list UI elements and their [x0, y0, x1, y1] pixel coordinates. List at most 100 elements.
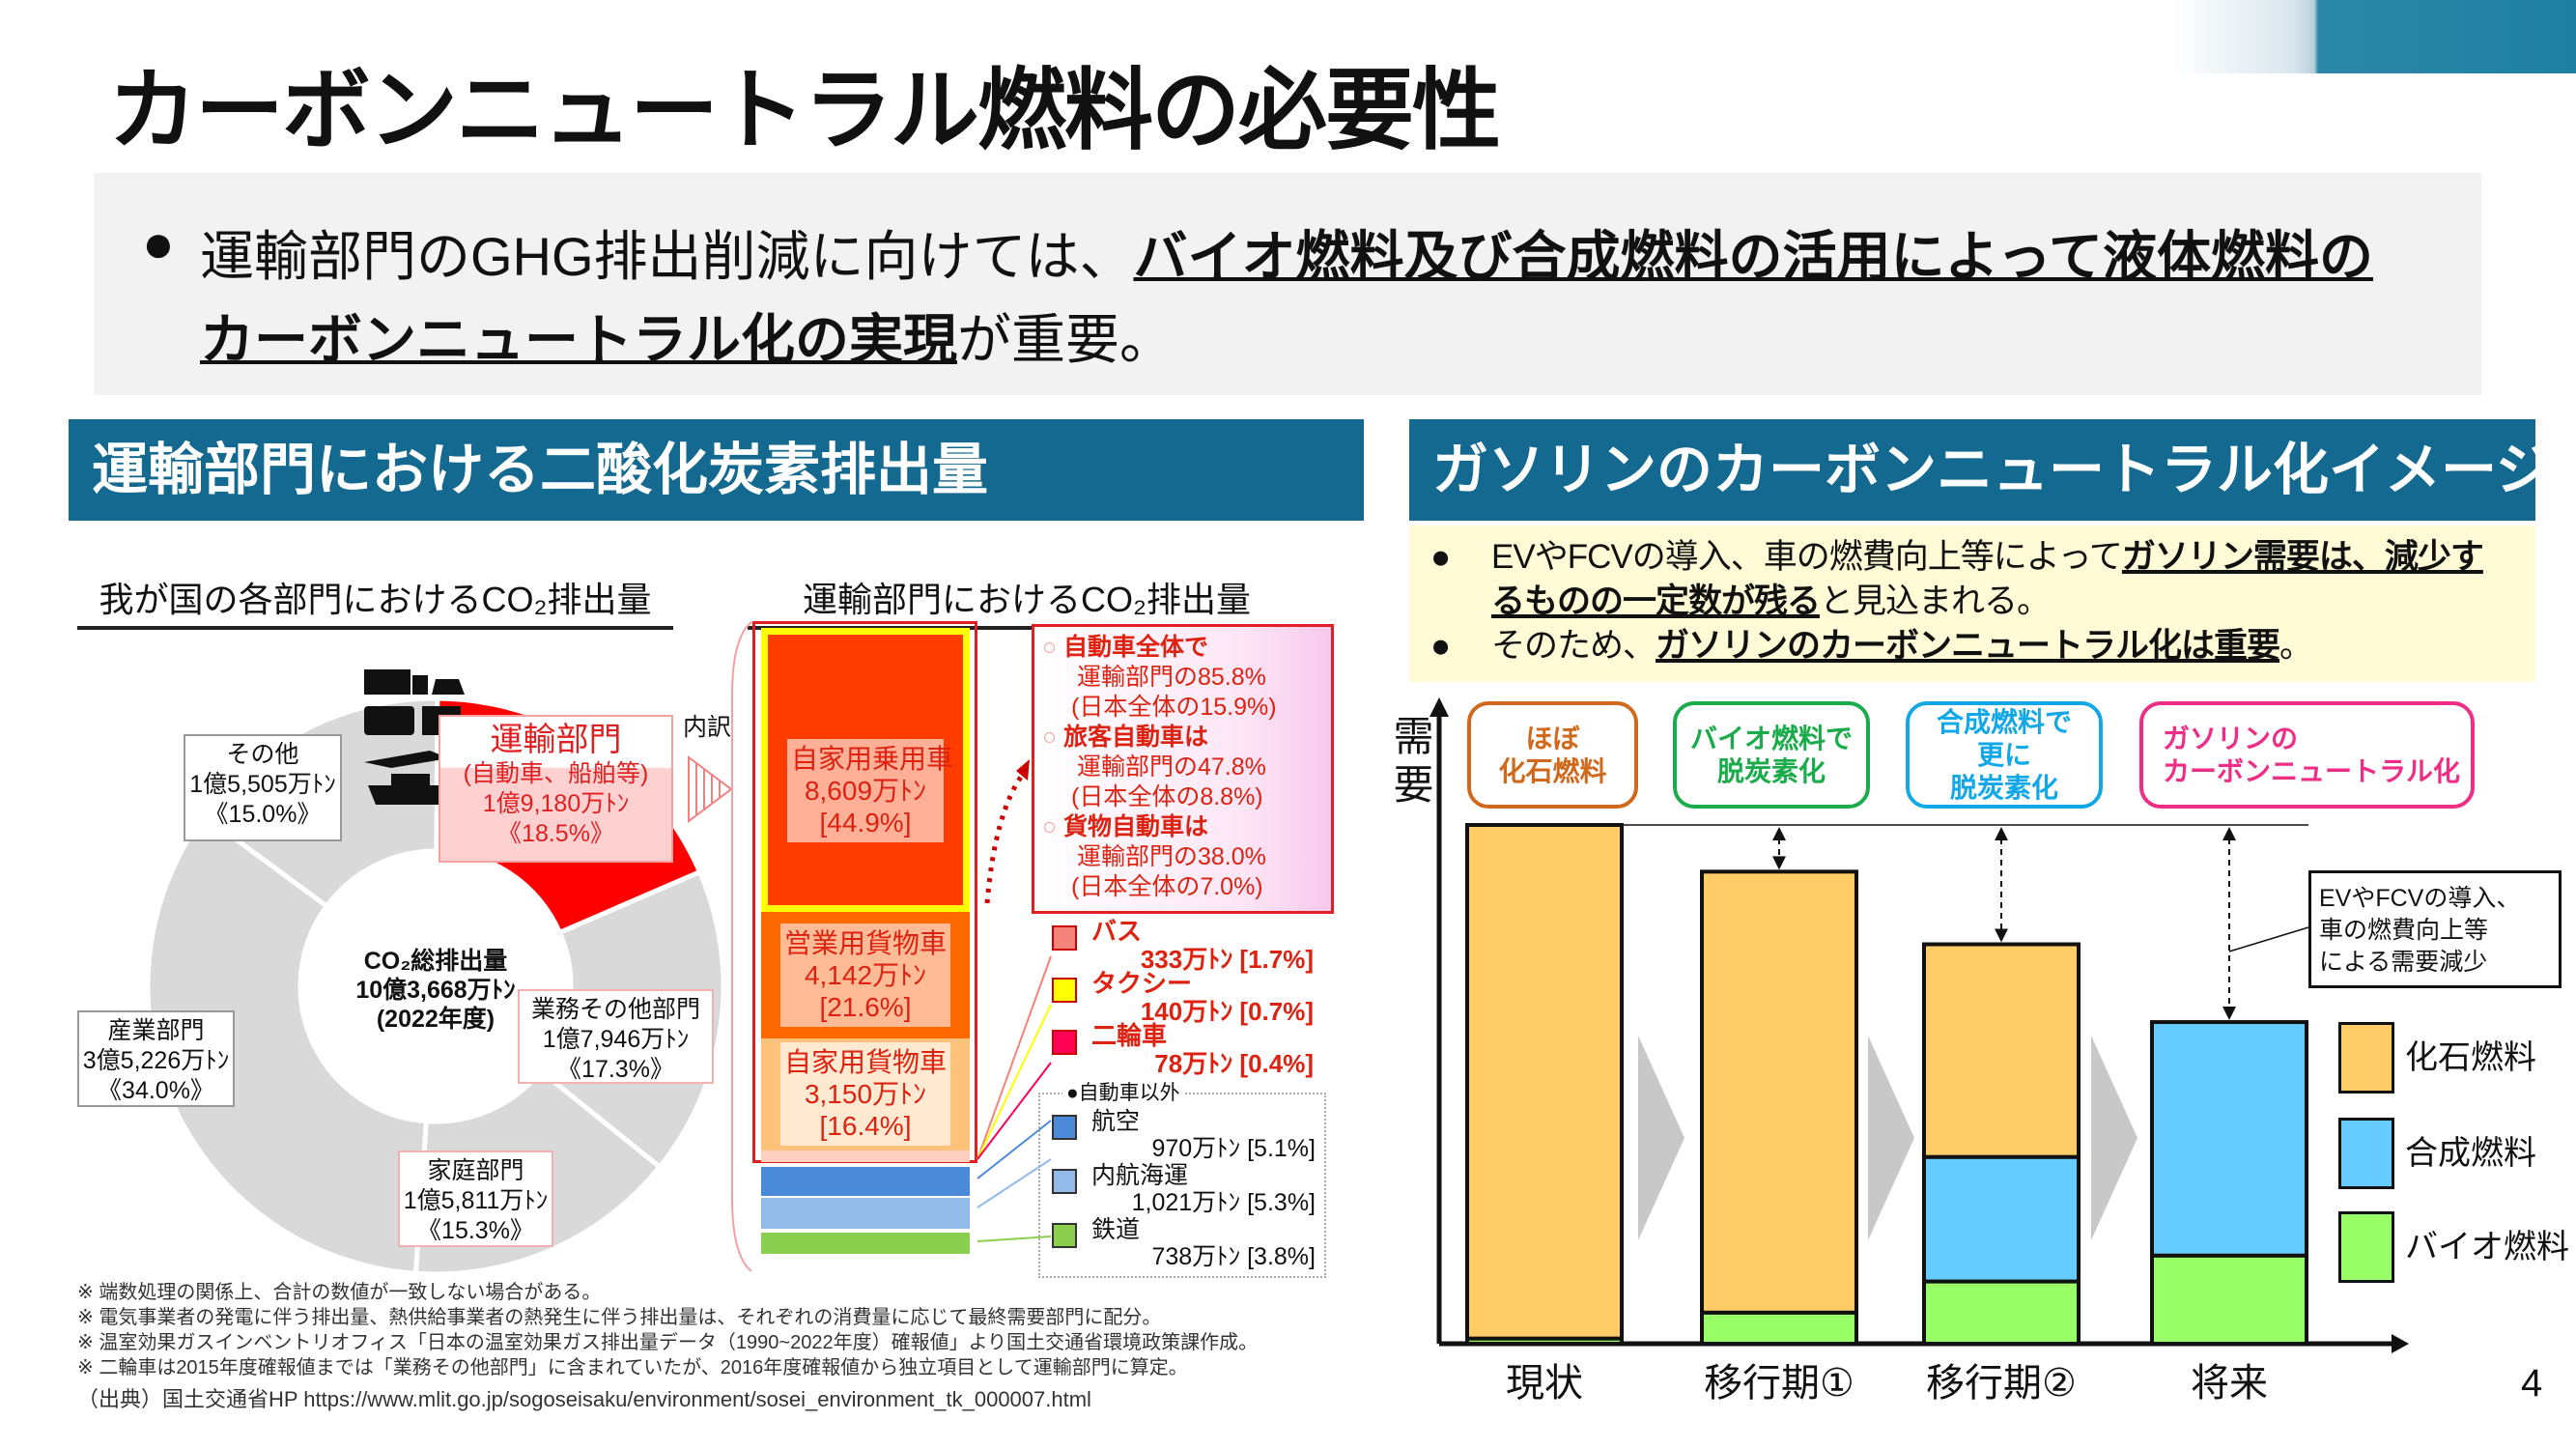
info-heading: 貨物自動車は	[1063, 813, 1209, 840]
y-axis-label: 需要	[1388, 715, 1433, 811]
bar-合成燃料	[2150, 1020, 2308, 1258]
transition-chevron	[1638, 1036, 1684, 1240]
x-axis-arrow	[2392, 1334, 2409, 1353]
sector-label-industry: 産業部門 3億5,226万ﾄﾝ 《34.0%》	[77, 1010, 235, 1107]
sector-percent: 《17.3%》	[557, 1056, 674, 1083]
y-axis-arrow	[1430, 697, 1449, 717]
legend-swatch	[1052, 1030, 1077, 1055]
center-title: CO₂総排出量	[363, 948, 508, 975]
legend-swatch	[1052, 1115, 1077, 1140]
sector-percent: 《15.3%》	[417, 1217, 534, 1244]
sector-subtitle: (自動車、船舶等)	[463, 760, 649, 787]
stage-box-2: バイオ燃料で 脱炭素化	[1673, 701, 1870, 809]
bar-バイオ燃料	[2150, 1253, 2308, 1346]
sector-value: 1億9,180万ﾄﾝ	[482, 790, 630, 817]
legend-swatch	[2338, 1118, 2394, 1189]
segment-name: 自家用乗用車	[791, 744, 954, 774]
footnote: ※ 端数処理の関係上、合計の数値が一致しない場合がある。	[77, 1282, 602, 1303]
page-number: 4	[2521, 1362, 2543, 1405]
x-label: 将来	[2191, 1362, 2268, 1405]
sector-percent: 《18.5%》	[497, 820, 614, 847]
segment-value: 3,150万ﾄﾝ	[804, 1079, 927, 1109]
legend-swatch	[2338, 1211, 2394, 1283]
bar-バイオ燃料	[1700, 1310, 1858, 1347]
footnote: ※ 二輪車は2015年度確報値までは「業務その他部門」に含まれていたが、2016…	[77, 1357, 1188, 1378]
info-item: ○ 旅客自動車は 運輸部門の47.8% (日本全体の8.8%)	[1042, 723, 1323, 812]
annotation-leader	[2228, 926, 2309, 952]
info-line: (日本全体の8.8%)	[1071, 783, 1263, 810]
legend-swatch	[1052, 1223, 1077, 1248]
sector-name: その他	[226, 741, 299, 768]
bullet-icon: ●	[1430, 538, 1451, 576]
right-summary-box: ● ● EVやFCVの導入、車の燃費向上等によってガソリン需要は、減少す るものの…	[1409, 526, 2535, 682]
bar-化石燃料	[1465, 823, 1624, 1341]
sector-label-commercial: 業務その他部門 1億7,946万ﾄﾝ 《17.3%》	[518, 989, 714, 1084]
segment-value: 8,609万ﾄﾝ	[804, 776, 927, 806]
vehicle-value: 333万ﾄﾝ [1.7%]	[1140, 945, 1314, 974]
right-panel-header: ガソリンのカーボンニュートラル化イメージ	[1409, 419, 2535, 521]
pie-title: 我が国の各部門におけるCO₂排出量	[77, 572, 673, 630]
bar-化石燃料	[1922, 942, 2081, 1159]
non-auto-title: ●自動車以外	[1062, 1082, 1184, 1105]
summary-line-1: ● 運輸部門のGHG排出削減に向けては、バイオ燃料及び合成燃料の活用によって液体…	[142, 213, 2373, 292]
legend-swatch	[1052, 978, 1077, 1003]
bar-segment-private-car: 自家用乗用車 8,609万ﾄﾝ [44.9%]	[761, 628, 970, 912]
breakdown-arrow-icon	[688, 755, 733, 823]
sector-label-other: その他 1億5,505万ﾄﾝ 《15.0%》	[184, 734, 342, 841]
bar-segment-private-truck: 自家用貨物車 3,150万ﾄﾝ [16.4%]	[761, 1038, 970, 1151]
stage-box-3: 合成燃料で 更に 脱炭素化	[1906, 701, 2103, 809]
sector-percent: 《34.0%》	[98, 1077, 214, 1104]
segment-label: 自家用乗用車 8,609万ﾄﾝ [44.9%]	[787, 739, 954, 842]
connector-lines	[977, 759, 1052, 1242]
info-line: 運輸部門の38.0%	[1077, 843, 1266, 870]
transition-chevron	[1868, 1036, 1914, 1240]
bullet-text: と見込まれる。	[1820, 582, 2051, 620]
reduction-arrowhead	[1772, 827, 1786, 870]
sector-label-transport: 運輸部門 (自動車、船舶等) 1億9,180万ﾄﾝ 《18.5%》	[439, 715, 673, 863]
x-label: 現状	[1506, 1362, 1583, 1405]
summary-emphasis: カーボンニュートラル化の実現	[200, 309, 957, 370]
bullet-text: そのため、	[1491, 627, 1656, 665]
summary-text: 運輸部門のGHG排出削減に向けては、	[200, 226, 1134, 287]
bullet-icon: ●	[1430, 627, 1451, 665]
mode-value: 1,021万ﾄﾝ [5.3%]	[1131, 1189, 1316, 1216]
vehicle-value: 78万ﾄﾝ [0.4%]	[1154, 1049, 1314, 1078]
bullet-emphasis: ガソリンのカーボンニュートラル化は重要	[1656, 627, 2280, 665]
sector-label-household: 家庭部門 1億5,811万ﾄﾝ 《15.3%》	[398, 1151, 553, 1247]
info-item: ○ 貨物自動車は 運輸部門の38.0% (日本全体の7.0%)	[1042, 812, 1323, 902]
segment-label: 営業用貨物車 4,142万ﾄﾝ [21.6%]	[780, 923, 950, 1027]
center-year: (2022年度)	[376, 1006, 495, 1033]
summary-text: が重要。	[957, 309, 1174, 370]
info-line: (日本全体の15.9%)	[1071, 694, 1277, 721]
bar-化石燃料	[1700, 869, 1858, 1315]
info-line: 運輸部門の47.8%	[1077, 753, 1266, 781]
vehicle-name: 二輪車	[1091, 1021, 1168, 1050]
summary-line-2: カーボンニュートラル化の実現が重要。	[200, 297, 1174, 375]
bullet-text: EVやFCVの導入、車の燃費向上等によって	[1491, 538, 2123, 576]
bullet-emphasis: るものの一定数が残る	[1491, 582, 1821, 620]
bar-segment-aviation	[761, 1167, 970, 1196]
stage-box-4: ガソリンの カーボンニュートラル化	[2139, 701, 2475, 809]
info-line: (日本全体の7.0%)	[1071, 873, 1263, 900]
x-label: 移行期②	[1926, 1362, 2077, 1405]
breakdown-label: 内訳	[683, 714, 732, 741]
center-value: 10億3,668万ﾄﾝ	[355, 977, 516, 1004]
reduction-arrowhead	[1995, 827, 2008, 943]
demand-reduction-annotation: EVやFCVの導入、 車の燃費向上等 による需要減少	[2308, 870, 2562, 988]
sector-name: 業務その他部門	[530, 996, 700, 1023]
sector-value: 1億7,946万ﾄﾝ	[542, 1026, 690, 1053]
mode-value: 970万ﾄﾝ [5.1%]	[1151, 1135, 1316, 1162]
left-panel-header: 運輸部門における二酸化炭素排出量	[69, 419, 1364, 521]
bullet-icon: ●	[142, 213, 175, 273]
sector-value: 1億5,505万ﾄﾝ	[189, 771, 336, 798]
segment-percent: [21.6%]	[819, 992, 912, 1022]
top-accent-bar	[2173, 0, 2576, 73]
legend-label: 合成燃料	[2405, 1135, 2536, 1172]
info-line: 運輸部門の85.8%	[1077, 664, 1266, 691]
mode-name: 内航海運	[1091, 1162, 1189, 1189]
sector-name: 家庭部門	[427, 1157, 524, 1184]
bar-segment-commercial-truck: 営業用貨物車 4,142万ﾄﾝ [21.6%]	[761, 912, 970, 1038]
mode-name: 航空	[1091, 1108, 1141, 1135]
bar-バイオ燃料	[1922, 1279, 2081, 1347]
legend-label: バイオ燃料	[2405, 1229, 2569, 1265]
